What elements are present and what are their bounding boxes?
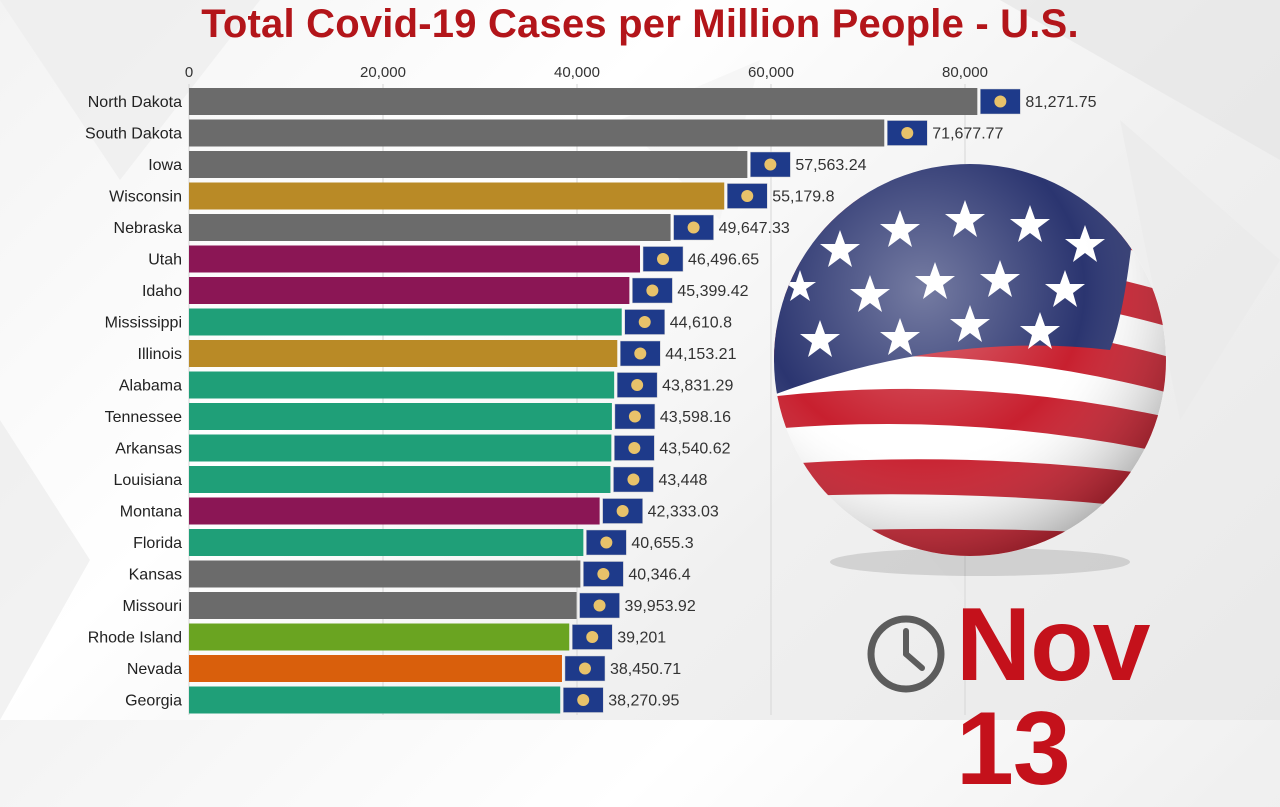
category-label: North Dakota — [88, 94, 182, 111]
category-label: Arkansas — [115, 441, 182, 458]
value-label: 38,270.95 — [608, 693, 679, 710]
bar — [189, 403, 612, 430]
bar — [189, 560, 581, 588]
illinois-flag — [620, 340, 661, 367]
iowa-flag — [750, 151, 791, 178]
value-label: 40,655.3 — [631, 535, 693, 552]
value-label: 40,346.4 — [628, 567, 690, 584]
date-label: Nov 13 — [956, 587, 1150, 807]
category-label: Tennessee — [105, 409, 182, 426]
category-label: Florida — [133, 535, 182, 552]
category-label: Wisconsin — [109, 189, 182, 206]
bar — [189, 434, 612, 462]
mississippi-flag — [624, 309, 665, 335]
nevada-flag — [564, 655, 606, 682]
wisconsin-flag — [726, 183, 768, 209]
bar — [189, 623, 570, 651]
bar — [189, 529, 584, 556]
value-label: 57,563.24 — [795, 157, 866, 174]
tennessee-flag — [614, 403, 656, 430]
category-label: South Dakota — [85, 126, 182, 143]
category-label: Louisiana — [114, 472, 183, 489]
bar — [189, 655, 562, 682]
value-label: 44,153.21 — [665, 346, 736, 363]
bar — [189, 182, 725, 210]
bar — [189, 88, 978, 115]
bar — [189, 214, 671, 241]
bar — [189, 151, 748, 178]
clock-icon — [867, 615, 945, 693]
bar — [189, 466, 611, 493]
value-label: 49,647.33 — [719, 220, 790, 237]
bar — [189, 277, 630, 304]
value-label: 71,677.77 — [932, 126, 1003, 143]
missouri-flag — [579, 592, 620, 619]
value-label: 42,333.03 — [648, 504, 719, 521]
category-label: Montana — [120, 504, 182, 521]
value-label: 39,201 — [617, 630, 666, 647]
value-label: 39,953.92 — [625, 598, 696, 615]
category-label: Georgia — [125, 693, 182, 710]
x-tick-label: 80,000 — [942, 64, 988, 81]
bar — [189, 371, 615, 399]
south-dakota-flag — [887, 120, 928, 146]
bar — [189, 497, 600, 525]
category-label: Iowa — [148, 157, 182, 174]
value-label: 43,448 — [658, 472, 707, 489]
value-label: 43,598.16 — [660, 409, 731, 426]
category-label: Nebraska — [114, 220, 183, 237]
arkansas-flag — [614, 435, 655, 461]
value-label: 46,496.65 — [688, 252, 759, 269]
x-tick-label: 20,000 — [360, 64, 406, 81]
bar — [189, 340, 618, 367]
category-label: Idaho — [142, 283, 182, 300]
category-label: Rhode Island — [88, 630, 182, 647]
bar — [189, 119, 885, 147]
louisiana-flag — [613, 466, 654, 493]
georgia-flag — [562, 687, 604, 713]
north-dakota-flag — [980, 88, 1021, 115]
value-label: 43,540.62 — [659, 441, 730, 458]
bar-chart: 0 20,000 40,000 60,000 80,000 North Dakota 81,… — [85, 64, 1097, 715]
x-tick-label: 0 — [185, 64, 193, 81]
value-label: 81,271.75 — [1025, 94, 1096, 111]
kansas-flag — [583, 561, 624, 587]
value-label: 55,179.8 — [772, 189, 834, 206]
utah-flag — [642, 246, 684, 272]
bar — [189, 592, 577, 619]
category-label: Kansas — [129, 567, 182, 584]
x-tick-label: 40,000 — [554, 64, 600, 81]
chart-title: Total Covid-19 Cases per Million People … — [201, 2, 1079, 46]
alabama-flag — [616, 372, 658, 398]
category-label: Missouri — [122, 598, 182, 615]
value-label: 44,610.8 — [670, 315, 732, 332]
category-label: Mississippi — [105, 315, 182, 332]
x-tick-label: 60,000 — [748, 64, 794, 81]
us-flag-sphere-icon — [774, 164, 1166, 576]
value-label: 38,450.71 — [610, 661, 681, 678]
florida-flag — [586, 529, 627, 556]
idaho-flag — [632, 277, 673, 304]
bar — [189, 308, 622, 336]
category-label: Illinois — [138, 346, 182, 363]
nebraska-flag — [673, 214, 714, 241]
category-label: Utah — [148, 252, 182, 269]
value-label: 43,831.29 — [662, 378, 733, 395]
value-label: 45,399.42 — [677, 283, 748, 300]
category-label: Alabama — [119, 378, 182, 395]
montana-flag — [602, 498, 643, 524]
bar — [189, 686, 561, 714]
bar — [189, 245, 641, 273]
rhode-island-flag — [571, 624, 613, 650]
category-label: Nevada — [127, 661, 182, 678]
